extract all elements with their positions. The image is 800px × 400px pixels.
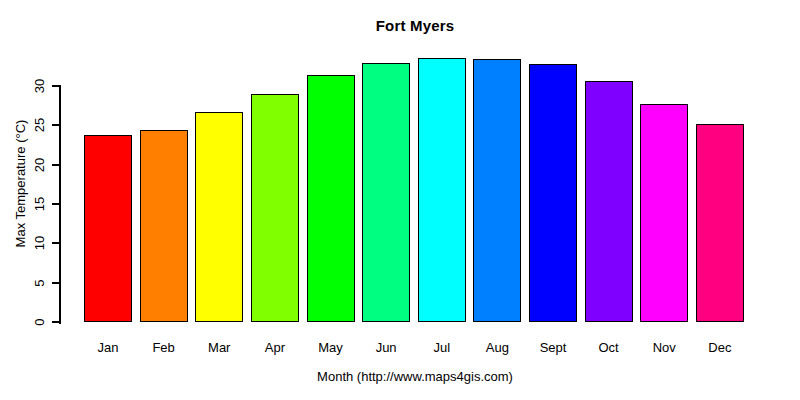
bar-feb xyxy=(140,130,188,322)
y-tick-label-25: 25 xyxy=(33,111,47,139)
x-category-sept: Sept xyxy=(529,340,577,355)
bar-jan xyxy=(84,135,132,322)
x-category-apr: Apr xyxy=(251,340,299,355)
y-tick-label-5: 5 xyxy=(33,269,47,297)
bars xyxy=(84,50,744,322)
x-category-dec: Dec xyxy=(696,340,744,355)
x-category-nov: Nov xyxy=(640,340,688,355)
x-axis-categories: Jan Feb Mar Apr May Jun Jul Aug Sept Oct Nov Dec xyxy=(84,340,744,355)
x-category-oct: Oct xyxy=(585,340,633,355)
y-tick-mark-20 xyxy=(52,164,60,166)
y-tick-label-20: 20 xyxy=(33,151,47,179)
x-category-jan: Jan xyxy=(84,340,132,355)
y-tick-mark-10 xyxy=(52,242,60,244)
y-tick-mark-5 xyxy=(52,282,60,284)
x-category-feb: Feb xyxy=(140,340,188,355)
bar-apr xyxy=(251,94,299,322)
y-tick-label-10: 10 xyxy=(33,229,47,257)
bar-sept xyxy=(529,64,577,322)
y-tick-mark-30 xyxy=(52,85,60,87)
chart-title: Fort Myers xyxy=(30,17,800,34)
x-category-aug: Aug xyxy=(473,340,521,355)
y-axis-label: Max Temperature (°C) xyxy=(13,84,28,284)
bar-mar xyxy=(195,112,243,322)
bar-dec xyxy=(696,124,744,322)
y-tick-mark-15 xyxy=(52,203,60,205)
bar-oct xyxy=(585,81,633,322)
bar-may xyxy=(307,75,355,322)
bar-aug xyxy=(473,59,521,322)
bar-chart: Fort Myers Max Temperature (°C) 0 5 10 15 20… xyxy=(0,0,800,400)
y-tick-label-0: 0 xyxy=(33,308,47,336)
y-tick-label-15: 15 xyxy=(33,190,47,218)
bar-jun xyxy=(362,63,410,322)
x-category-jul: Jul xyxy=(418,340,466,355)
y-tick-mark-0 xyxy=(52,321,60,323)
bar-jul xyxy=(418,58,466,322)
x-category-jun: Jun xyxy=(362,340,410,355)
y-tick-mark-25 xyxy=(52,124,60,126)
y-tick-label-30: 30 xyxy=(33,72,47,100)
x-category-may: May xyxy=(307,340,355,355)
bar-nov xyxy=(640,104,688,322)
x-category-mar: Mar xyxy=(195,340,243,355)
x-axis-label: Month (http://www.maps4gis.com) xyxy=(30,369,800,384)
